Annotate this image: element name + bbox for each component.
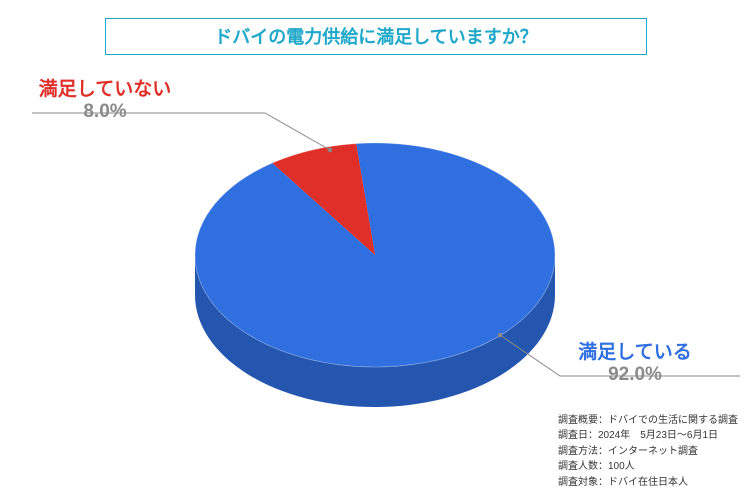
slice-pct-unsatisfied: 8.0%	[83, 101, 126, 122]
meta-line: 調査日：2024年 5月23日〜6月1日	[558, 428, 738, 444]
meta-line: 調査対象：ドバイ在住日本人	[558, 475, 738, 491]
meta-line: 調査概要：ドバイでの生活に関する調査	[558, 413, 738, 429]
meta-line: 調査人数：100人	[558, 459, 738, 475]
survey-metadata: 調査概要：ドバイでの生活に関する調査 調査日：2024年 5月23日〜6月1日 …	[558, 413, 738, 491]
slice-label-satisfied: 満足している	[578, 341, 691, 363]
slice-label-unsatisfied: 満足していない	[39, 78, 171, 100]
leader-line-unsatisfied	[32, 113, 330, 150]
slice-pct-satisfied: 92.0%	[608, 364, 662, 385]
meta-line: 調査方法：インターネット調査	[558, 444, 738, 460]
